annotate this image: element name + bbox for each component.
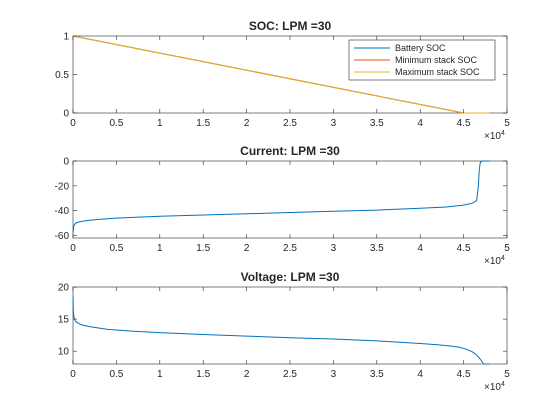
x-tick-label-voltage: 4.5 [457, 369, 471, 380]
x-exponent-soc: ×104 [484, 130, 505, 142]
x-tick-label-soc: 1 [157, 118, 163, 129]
axes-frame-current [72, 160, 508, 239]
series-line-current-0 [72, 160, 490, 234]
legend: Battery SOC Minimum stack SOC Maximum st… [348, 39, 496, 81]
x-tick-label-current: 4.5 [457, 243, 471, 254]
y-tick-label-soc: 0 [63, 109, 69, 120]
axes-frame-voltage [72, 286, 508, 365]
x-tick-label-voltage: 4 [417, 369, 423, 380]
x-tick-label-soc: 2 [244, 118, 250, 129]
legend-entry-maximum-stack-soc: Maximum stack SOC [395, 67, 480, 77]
chart-title-soc: SOC: LPM =30 [249, 19, 332, 33]
x-tick-label-voltage: 2 [244, 369, 250, 380]
y-tick-label-voltage: 10 [58, 347, 70, 358]
y-tick-label-soc: 0.5 [55, 70, 69, 81]
x-tick-label-soc: 4 [417, 118, 423, 129]
y-tick-label-current: -40 [55, 206, 70, 217]
x-tick-label-current: 0 [70, 243, 76, 254]
x-tick-label-current: 0.5 [109, 243, 123, 254]
series-line-voltage-0 [72, 296, 490, 365]
legend-entry-battery-soc: Battery SOC [395, 43, 446, 53]
x-tick-label-voltage: 1.5 [196, 369, 210, 380]
x-tick-label-soc: 0.5 [109, 118, 123, 129]
x-tick-label-voltage: 0 [70, 369, 76, 380]
x-tick-label-current: 1.5 [196, 243, 210, 254]
ticks-voltage: 0 0.5 1 1.5 2 2.5 3 3.5 4 4.5 5 10 15 20 [58, 283, 510, 381]
x-tick-label-soc: 2.5 [283, 118, 297, 129]
x-tick-label-current: 5 [504, 243, 510, 254]
x-tick-label-voltage: 3 [331, 369, 337, 380]
subplot-current: Current: LPM =30 0 0.5 1 1.5 2 2.5 3 3.5 4 4.5 5 -6… [55, 144, 511, 267]
x-tick-label-soc: 1.5 [196, 118, 210, 129]
y-tick-label-current: -20 [55, 181, 70, 192]
series-line-soc-2 [72, 35, 490, 114]
x-tick-label-voltage: 0.5 [109, 369, 123, 380]
ticks-soc: 0 0.5 1 1.5 2 2.5 3 3.5 4 4.5 5 0 0.5 1 [55, 32, 510, 130]
x-tick-label-voltage: 2.5 [283, 369, 297, 380]
x-tick-label-voltage: 5 [504, 369, 510, 380]
ticks-current: 0 0.5 1 1.5 2 2.5 3 3.5 4 4.5 5 -60 -40 -20 0 [55, 157, 511, 255]
x-exponent-current: ×104 [484, 255, 505, 267]
y-tick-label-current: 0 [63, 157, 69, 168]
x-tick-label-current: 3.5 [370, 243, 384, 254]
series-lines-current [72, 160, 490, 234]
x-tick-label-voltage: 3.5 [370, 369, 384, 380]
chart-title-current: Current: LPM =30 [240, 144, 340, 158]
x-tick-label-current: 2 [244, 243, 250, 254]
subplot-voltage: Voltage: LPM =30 0 0.5 1 1.5 2 2.5 3 3.5 4 4.5 5 10… [58, 270, 510, 393]
y-tick-label-soc: 1 [63, 32, 69, 43]
x-tick-label-current: 1 [157, 243, 163, 254]
x-tick-label-soc: 4.5 [457, 118, 471, 129]
x-tick-label-soc: 3 [331, 118, 337, 129]
x-tick-label-soc: 0 [70, 118, 76, 129]
chart-title-voltage: Voltage: LPM =30 [241, 270, 340, 284]
series-lines-soc [72, 35, 490, 114]
x-tick-label-soc: 5 [504, 118, 510, 129]
series-lines-voltage [72, 296, 490, 365]
x-tick-label-soc: 3.5 [370, 118, 384, 129]
legend-entry-minimum-stack-soc: Minimum stack SOC [395, 55, 478, 65]
x-exponent-voltage: ×104 [484, 381, 505, 393]
y-tick-label-voltage: 20 [58, 283, 70, 294]
y-tick-label-voltage: 15 [58, 315, 70, 326]
x-tick-label-current: 2.5 [283, 243, 297, 254]
x-tick-label-voltage: 1 [157, 369, 163, 380]
y-tick-label-current: -60 [55, 231, 70, 242]
x-tick-label-current: 4 [417, 243, 423, 254]
x-tick-label-current: 3 [331, 243, 337, 254]
subplot-soc: SOC: LPM =30 0 0.5 1 1.5 2 2.5 3 3.5 4 4.5 500.51 … [55, 19, 510, 142]
